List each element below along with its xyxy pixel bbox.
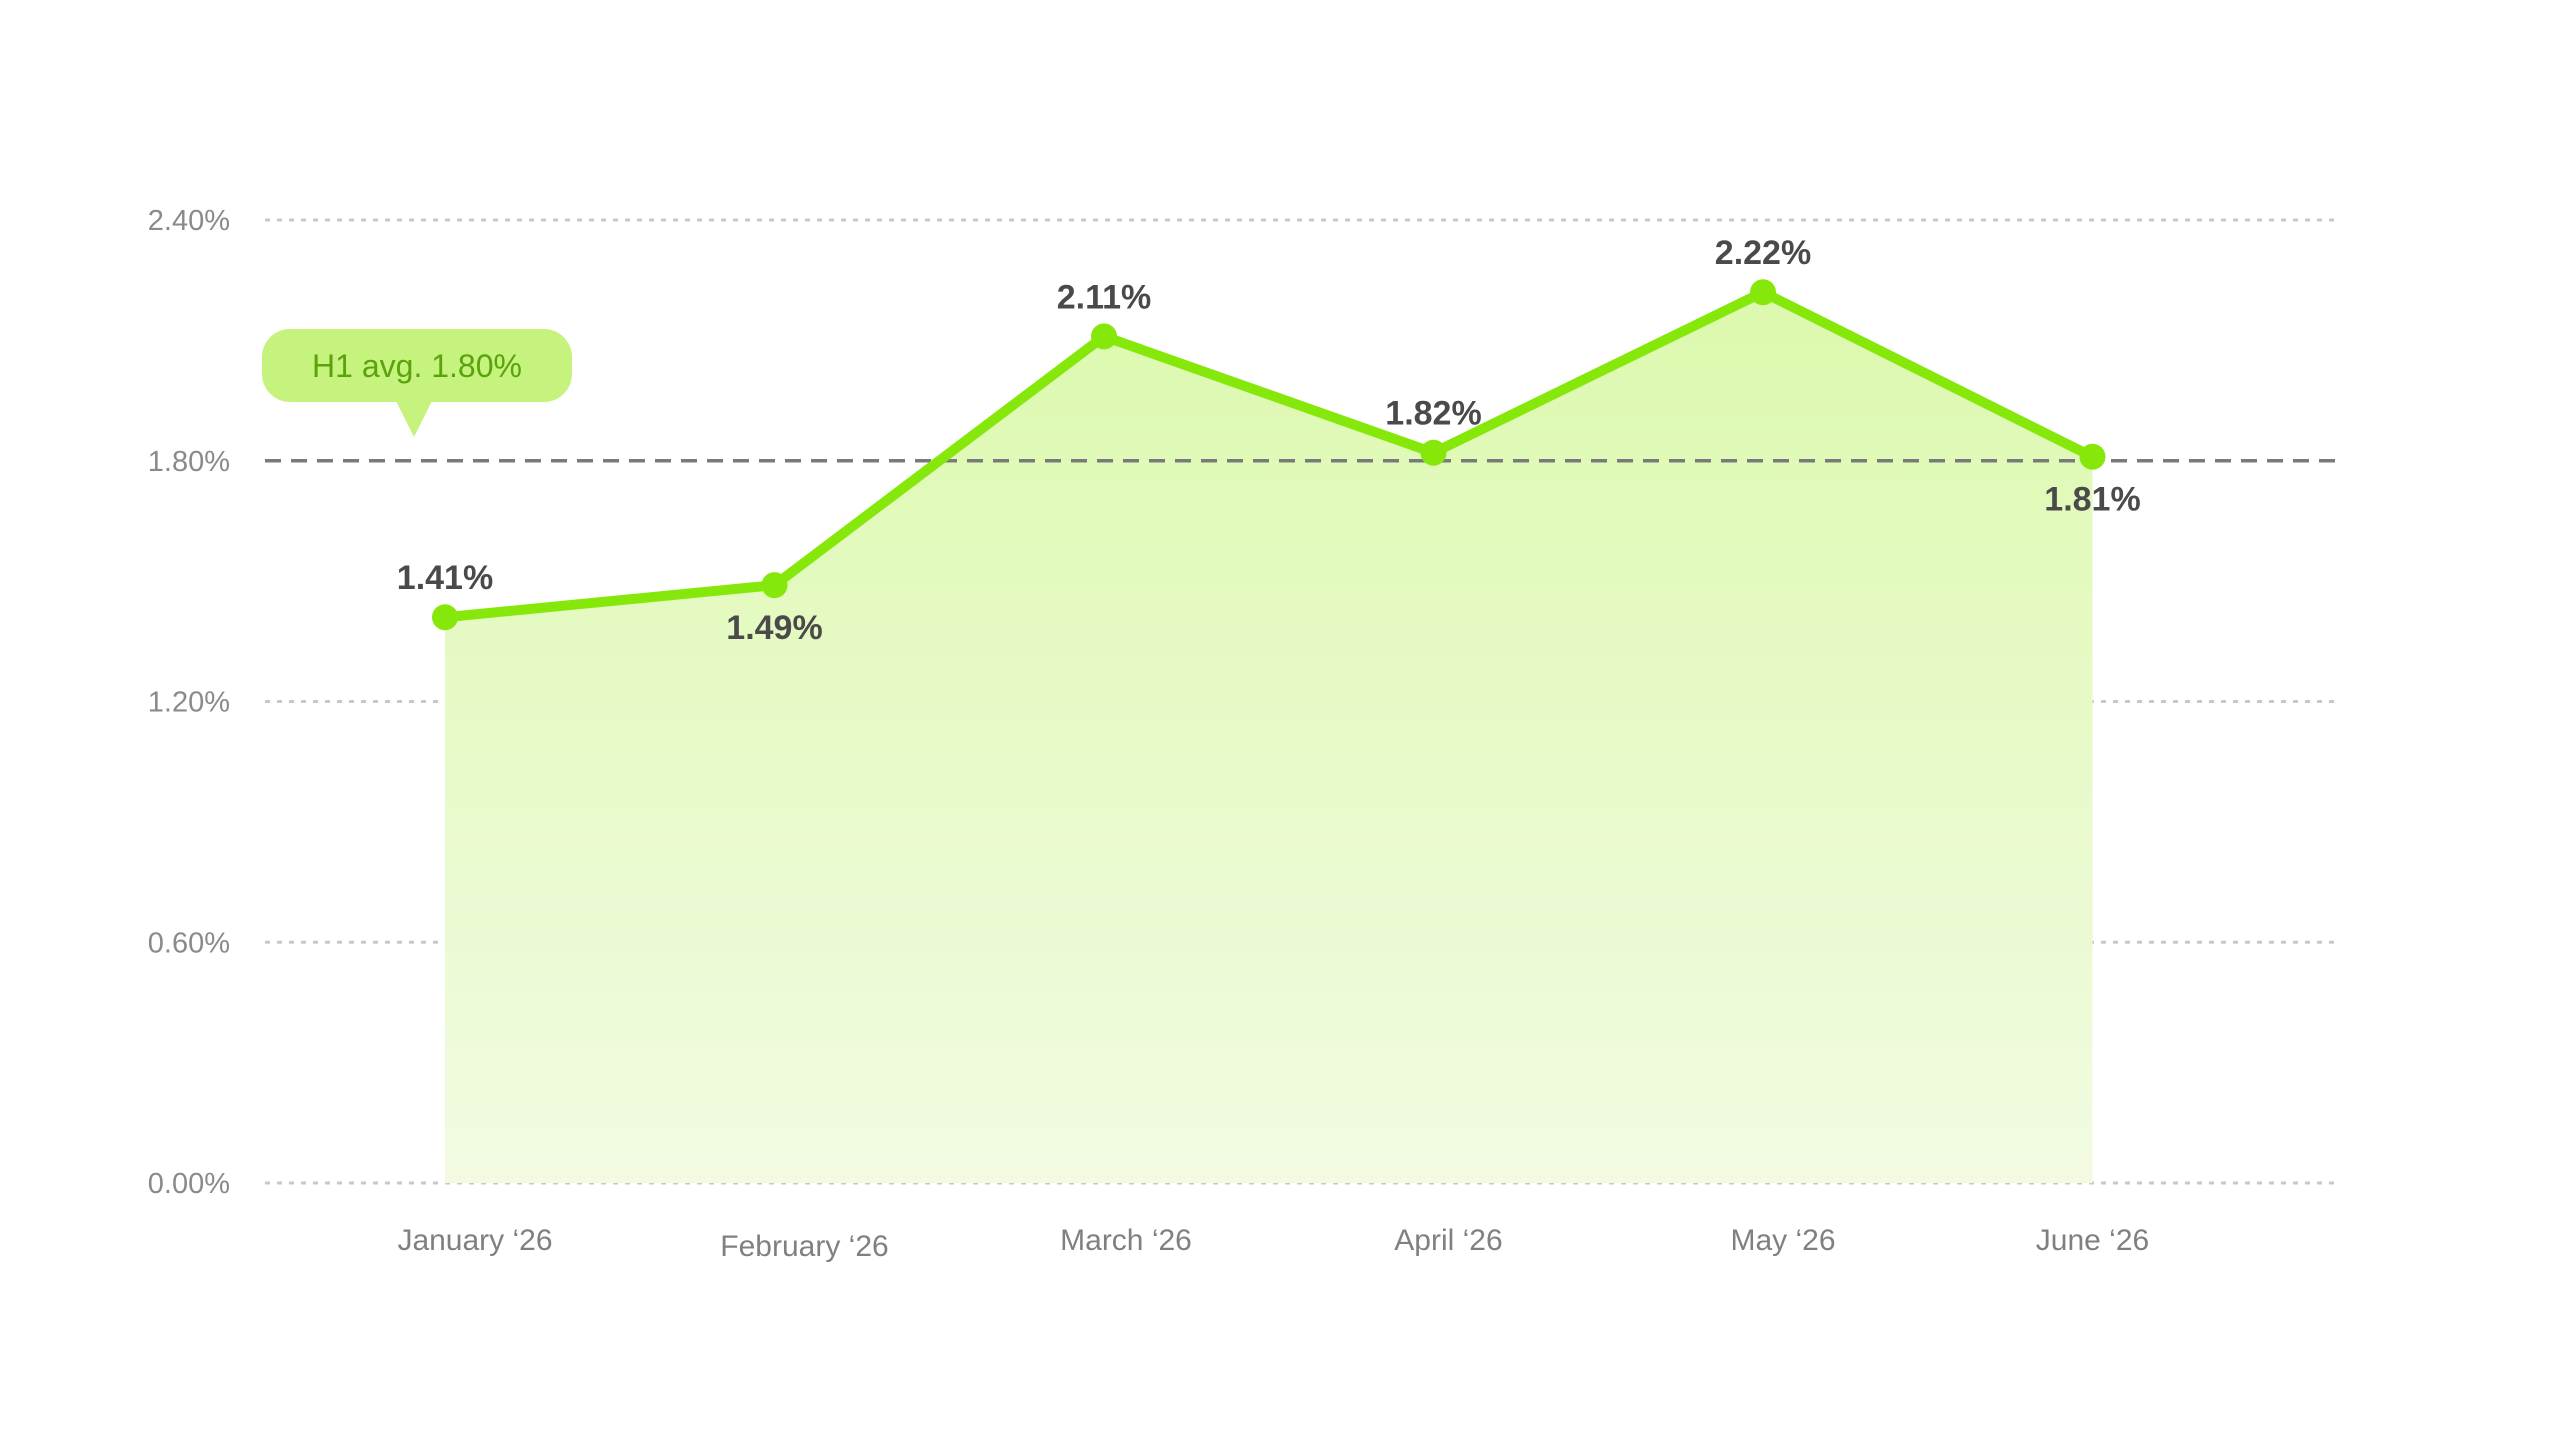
data-label: 1.41% [397, 559, 493, 597]
x-axis-category-labels: January ‘26 February ‘26 March ‘26 April ‘2… [397, 1224, 2149, 1263]
x-category-label: March ‘26 [1060, 1224, 1192, 1257]
area-fill [445, 292, 2093, 1184]
x-category-label: January ‘26 [397, 1224, 552, 1257]
series-line [440, 287, 2098, 623]
x-category-label: June ‘26 [2036, 1224, 2149, 1257]
y-axis-tick-labels: 0.00% 0.60% 1.20% 1.80% 2.40% [148, 205, 230, 1200]
data-label: 1.81% [2044, 481, 2140, 519]
series-polyline [440, 287, 2098, 623]
data-points [432, 279, 2106, 631]
callout-label: H1 avg. 1.80% [312, 348, 522, 384]
data-labels: 1.41% 1.49% 2.11% 1.82% 2.22% 1.81% [397, 234, 2141, 647]
data-label: 1.49% [726, 609, 822, 647]
x-category-label: April ‘26 [1394, 1224, 1502, 1257]
y-tick-label: 1.80% [148, 446, 230, 478]
x-category-label: May ‘26 [1730, 1224, 1835, 1257]
data-point [1091, 323, 1117, 350]
average-callout: H1 avg. 1.80% [262, 329, 572, 437]
y-tick-label: 2.40% [148, 205, 230, 237]
y-tick-label: 0.60% [148, 927, 230, 959]
x-category-label: February ‘26 [720, 1230, 888, 1263]
data-point [761, 572, 788, 599]
area-shape [445, 292, 2093, 1184]
callout-pointer [396, 401, 432, 437]
data-label: 2.22% [1715, 234, 1811, 272]
callout-bubble [262, 329, 572, 402]
y-tick-label: 1.20% [148, 687, 230, 719]
data-label: 1.82% [1385, 395, 1481, 433]
data-label: 2.11% [1057, 278, 1152, 316]
y-tick-label: 0.00% [148, 1168, 230, 1200]
data-point [432, 604, 458, 631]
data-point [1420, 439, 1447, 466]
data-point [2079, 443, 2106, 470]
data-point [1750, 279, 1776, 306]
